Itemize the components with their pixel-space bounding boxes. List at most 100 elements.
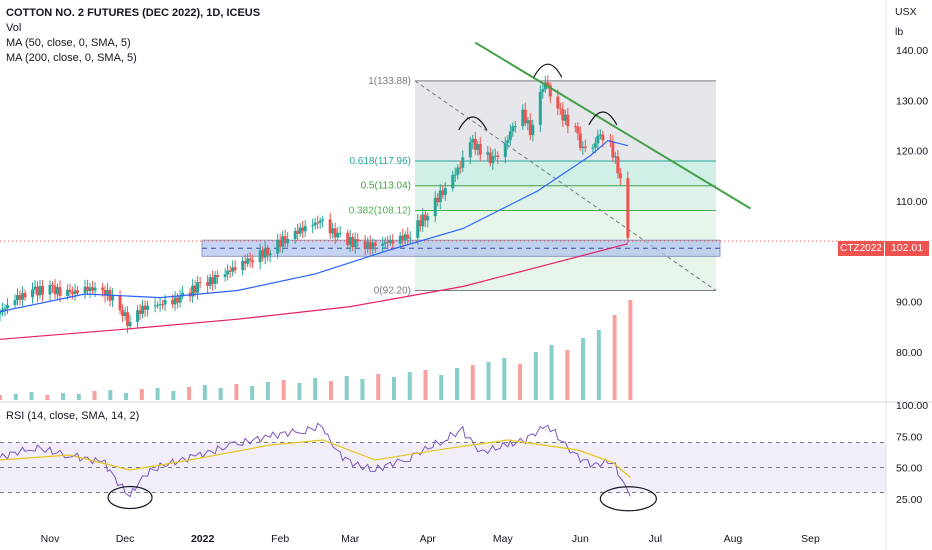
candle-body bbox=[566, 114, 570, 127]
volume-bar bbox=[376, 374, 381, 400]
candle-body bbox=[373, 242, 377, 246]
rsi-line bbox=[0, 422, 631, 498]
legend-vol[interactable]: Vol bbox=[6, 22, 22, 34]
candle-body bbox=[136, 310, 140, 322]
candle-body bbox=[76, 290, 80, 293]
volume-bar bbox=[596, 330, 601, 400]
candle-body bbox=[368, 242, 372, 250]
candle-body bbox=[401, 235, 405, 241]
candle-body bbox=[16, 295, 20, 301]
head-arc bbox=[533, 63, 563, 78]
candle-body bbox=[351, 237, 355, 248]
volume-bar bbox=[124, 393, 129, 400]
candle-body bbox=[298, 227, 302, 234]
volume-bar bbox=[45, 395, 50, 400]
candle-body bbox=[181, 292, 185, 297]
price-axis-tick: 80.00 bbox=[896, 347, 922, 359]
candle-body bbox=[353, 239, 357, 248]
time-axis-tick: 2022 bbox=[191, 533, 215, 545]
time-axis-tick: Sep bbox=[801, 533, 820, 545]
candle-body bbox=[426, 216, 430, 221]
candle-body bbox=[228, 270, 232, 272]
candle-body bbox=[71, 292, 75, 295]
candle-body bbox=[596, 135, 600, 144]
candle-body bbox=[578, 133, 582, 148]
candle-body bbox=[451, 175, 455, 189]
rsi-axis-tick: 50.00 bbox=[896, 463, 922, 475]
volume-bar bbox=[187, 387, 192, 400]
candle-body bbox=[258, 250, 262, 263]
ma50-line bbox=[0, 139, 629, 313]
volume-bar bbox=[61, 393, 66, 400]
candle-body bbox=[366, 242, 370, 249]
fib-level-label: 0(92.20) bbox=[374, 286, 411, 297]
candle-body bbox=[226, 270, 230, 275]
candle-body bbox=[178, 296, 182, 303]
candle-body bbox=[558, 108, 562, 110]
candle-body bbox=[173, 297, 177, 305]
candle-body bbox=[91, 287, 95, 291]
candle-body bbox=[241, 261, 245, 271]
candle-body bbox=[496, 155, 500, 157]
volume-bar bbox=[265, 382, 270, 400]
candle-body bbox=[318, 220, 322, 223]
candle-body bbox=[251, 260, 255, 263]
volume-bar bbox=[391, 377, 396, 400]
volume-bar bbox=[612, 315, 617, 400]
candle-body bbox=[523, 109, 527, 124]
candle-body bbox=[471, 138, 475, 143]
legend-ma50[interactable]: MA (50, close, 0, SMA, 5) bbox=[6, 37, 131, 49]
legend-ma200[interactable]: MA (200, close, 0, SMA, 5) bbox=[6, 52, 137, 64]
volume-bar bbox=[92, 391, 97, 400]
candle-body bbox=[398, 235, 402, 244]
candle-body bbox=[593, 143, 597, 148]
candle-body bbox=[6, 304, 10, 309]
candle-body bbox=[66, 289, 70, 296]
candle-body bbox=[246, 258, 250, 264]
candle-body bbox=[171, 299, 175, 305]
candle-body bbox=[101, 287, 105, 290]
candle-body bbox=[573, 126, 577, 128]
candle-body bbox=[268, 253, 272, 256]
candle-body bbox=[36, 286, 40, 296]
candle-body bbox=[598, 134, 602, 136]
candle-body bbox=[348, 237, 352, 246]
candle-body bbox=[601, 134, 605, 141]
candle-body bbox=[561, 108, 565, 121]
candle-body bbox=[208, 277, 212, 286]
candle-body bbox=[556, 96, 560, 109]
volume-bar bbox=[234, 384, 239, 400]
candle-body bbox=[211, 277, 215, 284]
candle-body bbox=[21, 293, 25, 300]
candle-body bbox=[128, 321, 132, 327]
fib-level-label: 1(133.88) bbox=[368, 76, 411, 87]
candle-body bbox=[611, 141, 615, 158]
rsi-legend[interactable]: RSI (14, close, SMA, 14, 2) bbox=[6, 410, 140, 422]
volume-bar bbox=[29, 392, 34, 400]
candle-body bbox=[356, 239, 360, 242]
candle-body bbox=[441, 190, 445, 196]
candle-body bbox=[321, 219, 325, 221]
volume-bar bbox=[297, 383, 302, 400]
candle-body bbox=[118, 295, 122, 311]
candle-body bbox=[503, 142, 507, 157]
volume-bar bbox=[502, 358, 507, 400]
volume-bar bbox=[533, 352, 538, 400]
volume-bar bbox=[76, 394, 81, 400]
fib-level-label: 0.382(108.12) bbox=[349, 205, 411, 216]
candle-body bbox=[0, 312, 2, 315]
candle-body bbox=[491, 156, 495, 164]
candle-body bbox=[591, 147, 595, 149]
candle-body bbox=[53, 285, 57, 295]
volume-bar bbox=[171, 391, 176, 400]
symbol-badge: CTZ2022 bbox=[838, 241, 884, 256]
candle-body bbox=[193, 285, 197, 293]
candle-body bbox=[206, 282, 210, 286]
rsi-axis-tick: 100.00 bbox=[896, 400, 928, 412]
volume-bar bbox=[565, 350, 570, 400]
candle-body bbox=[338, 232, 342, 234]
price-axis-tick: 140.00 bbox=[896, 45, 928, 57]
candle-body bbox=[138, 310, 142, 314]
